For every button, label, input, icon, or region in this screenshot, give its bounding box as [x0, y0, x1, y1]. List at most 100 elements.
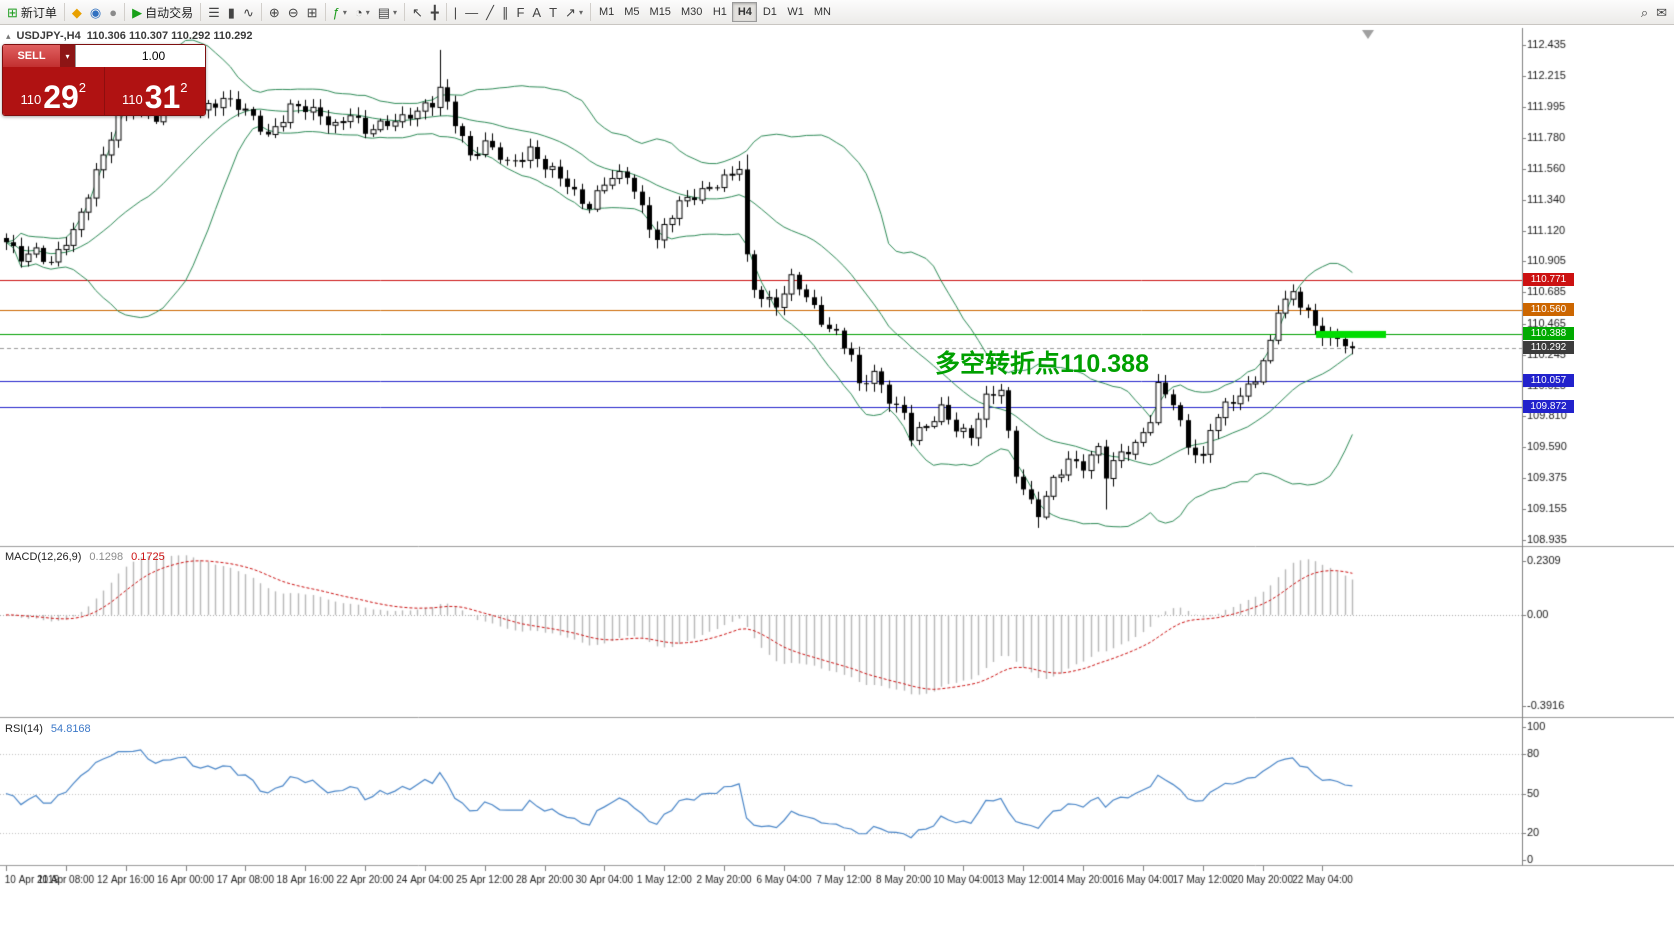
sell-price-prefix: 110 — [20, 92, 42, 107]
chart-annotation-text: 多空转折点110.388 — [935, 350, 1149, 378]
horizontal-line-button[interactable]: ― — [461, 2, 482, 23]
search-button[interactable]: ⌕ — [1637, 2, 1652, 23]
resistance-1-tag[interactable]: 110.771 — [1523, 273, 1574, 286]
pivot-level-tag[interactable]: 110.388 — [1523, 327, 1574, 340]
trendline-button[interactable]: ╱ — [482, 2, 498, 23]
zoom-in-icon: ⊕ — [268, 4, 280, 20]
buy-price-main: 31 — [144, 78, 181, 115]
caret-down-icon: ▾ — [365, 7, 370, 17]
timeframe-h1-button[interactable]: H1 — [707, 2, 732, 22]
tile-windows-icon: ⊞ — [306, 4, 318, 20]
new-order-button[interactable]: ⊞ 新订单 — [3, 2, 61, 23]
fibonacci-icon: F — [516, 4, 525, 20]
virtual-hosting-button[interactable]: ● — [105, 2, 121, 23]
timeframe-d1-button[interactable]: D1 — [757, 2, 782, 22]
rsi-value: 54.8168 — [50, 723, 91, 735]
trade-panel-header-row: SELL ▾ ▴ ▾ BUY — [3, 45, 205, 67]
zoom-out-icon: ⊖ — [287, 4, 299, 20]
mql5-market-icon: ◆ — [71, 4, 82, 20]
macd-main-value: 0.1298 — [89, 551, 124, 563]
caret-down-icon: ▾ — [342, 7, 347, 17]
sell-price-main: 29 — [43, 78, 79, 115]
chart-title: ▴ USDJPY-,H4 110.306 110.307 110.292 110… — [6, 30, 253, 42]
periods-icon: ◔ — [354, 4, 363, 20]
toolbar-separator — [445, 3, 447, 21]
signals-icon: ◉ — [89, 4, 102, 20]
caret-down-icon: ▾ — [393, 7, 398, 17]
text-button[interactable]: A — [528, 2, 545, 23]
new-order-label: 新订单 — [20, 5, 57, 20]
timeframe-m30-button[interactable]: M30 — [676, 2, 707, 22]
macd-name: MACD(12,26,9) — [5, 551, 82, 563]
timeframe-m5-button[interactable]: M5 — [619, 2, 644, 22]
macd-signal-value: 0.1725 — [131, 551, 165, 563]
toolbar-separator — [63, 3, 65, 21]
one-click-trading-panel: SELL ▾ ▴ ▾ BUY 110 29 2 110 31 2 — [2, 44, 206, 116]
vertical-line-button[interactable]: | — [450, 2, 461, 23]
volume-input[interactable] — [76, 45, 205, 67]
text-label-button[interactable]: T — [545, 2, 561, 23]
buy-button[interactable]: 110 31 2 — [105, 67, 206, 115]
indicators-button[interactable]: ƒ ▾ — [329, 2, 351, 23]
sell-price-pipette: 2 — [78, 80, 87, 95]
cursor-button[interactable]: ↖ — [408, 2, 427, 23]
timeframe-m15-button[interactable]: M15 — [645, 2, 676, 22]
bar-chart-button[interactable]: ☰ — [204, 2, 224, 23]
equidistant-channel-button[interactable]: ∥ — [498, 2, 513, 23]
timeframe-buttons: M1 M5 M15 M30 H1 H4 D1 W1 MN — [594, 2, 836, 22]
tile-windows-button[interactable]: ⊞ — [303, 2, 322, 23]
zoom-out-button[interactable]: ⊖ — [284, 2, 303, 23]
text-label-icon: T — [549, 4, 558, 20]
autotrading-label: 自动交易 — [145, 5, 194, 20]
vertical-line-icon: | — [453, 4, 458, 20]
toolbar-separator — [260, 3, 262, 21]
main-toolbar: ⊞ 新订单 ◆ ◉ ● ▶ 自动交易 ☰ ▮ ∿ ⊕ ⊖ ⊞ ƒ ▾ ◔ ▾ ▤ ▾ ↖ ╋ | ― ╱ ∥ F A T ↗ ▾ M1 M5… — [0, 0, 1674, 25]
symbol-marker-icon: ▴ — [6, 30, 11, 41]
signals-button[interactable]: ◉ — [86, 2, 105, 23]
trade-panel-prices: 110 29 2 110 31 2 — [3, 67, 205, 115]
mql5-market-button[interactable]: ◆ — [68, 2, 86, 23]
line-chart-icon: ∿ — [242, 4, 254, 20]
chat-icon: ✉ — [1656, 4, 1667, 20]
chart-symbol-period: USDJPY-,H4 — [16, 30, 81, 42]
toolbar-button-groups: ⊞ 新订单 ◆ ◉ ● ▶ 自动交易 ☰ ▮ ∿ ⊕ ⊖ ⊞ ƒ ▾ ◔ ▾ ▤ ▾ ↖ ╋ | ― ╱ ∥ F A T ↗ ▾ — [3, 2, 587, 23]
support-2-tag[interactable]: 109.872 — [1523, 400, 1574, 413]
candlestick-chart-button[interactable]: ▮ — [224, 2, 239, 23]
sell-header-button[interactable]: SELL — [3, 45, 60, 67]
chevron-down-icon: ▾ — [65, 51, 70, 61]
periods-button[interactable]: ◔ ▾ — [351, 2, 374, 23]
bar-chart-icon: ☰ — [208, 4, 220, 20]
current-price-tag: 110.292 — [1523, 341, 1574, 354]
virtual-hosting-icon: ● — [109, 4, 118, 20]
arrows-button[interactable]: ↗ ▾ — [561, 2, 587, 23]
zoom-in-button[interactable]: ⊕ — [265, 2, 284, 23]
text-icon: A — [532, 4, 542, 20]
volume-control: ▴ ▾ — [75, 45, 205, 67]
chat-button[interactable]: ✉ — [1652, 2, 1671, 23]
timeframe-w1-button[interactable]: W1 — [782, 2, 809, 22]
toolbar-separator — [324, 3, 326, 21]
toolbar-separator — [404, 3, 406, 21]
toolbar-right-icons: ⌕ ✉ — [1637, 2, 1671, 23]
resistance-2-tag[interactable]: 110.560 — [1523, 303, 1574, 316]
timeframe-mn-button[interactable]: MN — [809, 2, 836, 22]
toolbar-separator — [589, 3, 591, 21]
autotrading-button[interactable]: ▶ 自动交易 — [128, 2, 197, 23]
support-1-tag[interactable]: 110.057 — [1523, 374, 1574, 387]
timeframe-h4-button[interactable]: H4 — [732, 2, 758, 22]
crosshair-button[interactable]: ╋ — [427, 2, 443, 23]
caret-down-icon: ▾ — [578, 7, 583, 17]
rsi-name: RSI(14) — [5, 723, 43, 735]
sell-button[interactable]: 110 29 2 — [3, 67, 105, 115]
templates-button[interactable]: ▤ ▾ — [374, 2, 401, 23]
timeframe-m1-button[interactable]: M1 — [594, 2, 619, 22]
toolbar-separator — [200, 3, 202, 21]
horizontal-line-icon: ― — [465, 4, 479, 20]
line-chart-button[interactable]: ∿ — [239, 2, 258, 23]
arrows-icon: ↗ — [565, 4, 576, 20]
candlestick-chart-icon: ▮ — [227, 4, 235, 20]
fibonacci-button[interactable]: F — [512, 2, 528, 23]
trade-panel-dropdown[interactable]: ▾ — [60, 45, 75, 67]
